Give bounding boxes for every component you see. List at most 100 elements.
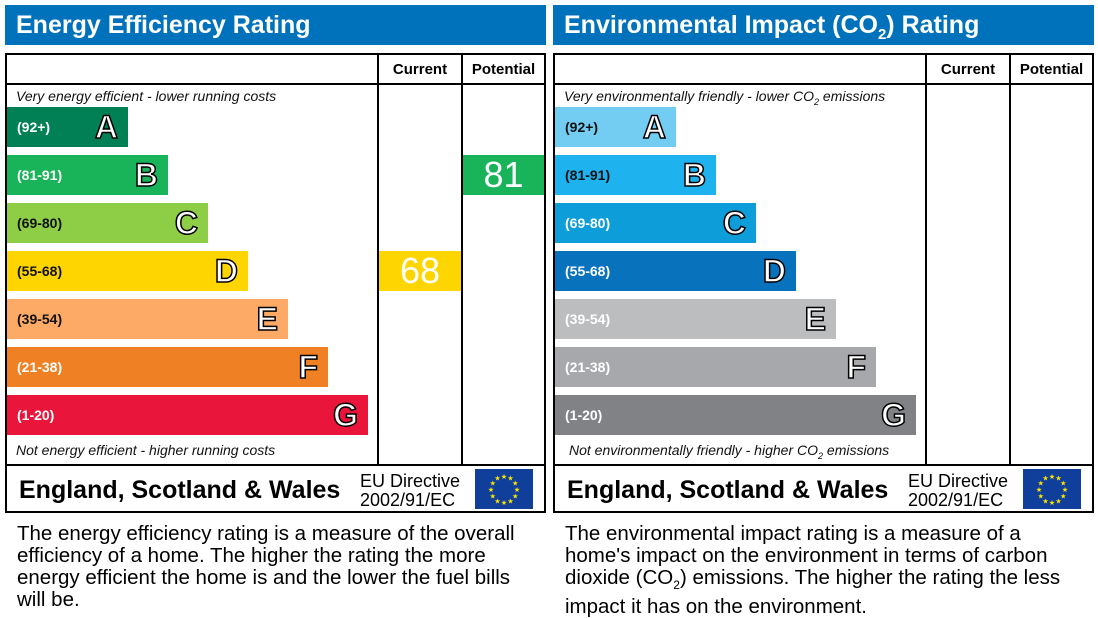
band-bar-f: (21-38) F [7,347,328,387]
svg-text:★: ★ [514,486,520,494]
eu-flag-icon: ★★★★★★★★★ ★ ★★ [1023,469,1081,509]
eu-directive: EU Directive 2002/91/EC [360,472,460,510]
band-letter: C [722,204,747,242]
band-letter: G [332,396,358,434]
column-header-current: Current [392,61,448,78]
band-range: (92+) [17,119,51,135]
svg-text:★: ★ [507,497,513,505]
svg-text:★: ★ [1049,473,1055,481]
band-range: (92+) [565,119,599,135]
rating-table: Current Potential Very environmentally f… [553,53,1094,513]
svg-text:★: ★ [501,499,507,507]
band-range: (39-54) [17,311,63,327]
svg-text:★: ★ [1049,499,1055,507]
band-bar-g: (1-20) G [555,395,916,435]
svg-text:★: ★ [1062,486,1068,494]
region-label: England, Scotland & Wales [19,476,341,504]
band-letter: D [762,252,787,290]
svg-text:★: ★ [494,497,500,505]
svg-text:★: ★ [1038,493,1044,501]
svg-text:★: ★ [1055,497,1061,505]
svg-text:★: ★ [512,493,518,501]
band-range: (55-68) [565,263,611,279]
column-header-potential: Potential [471,61,536,78]
rating-table: Current Potential Very energy efficient … [5,53,546,513]
svg-text:★: ★ [1060,493,1066,501]
directive-line: EU Directive [360,471,461,491]
band-letter: G [880,396,906,434]
band-bar-g: (1-20) G [7,395,368,435]
svg-text:★: ★ [512,480,518,488]
directive-line: EU Directive [908,471,1009,491]
column-divider [925,55,927,466]
svg-text:★: ★ [1042,475,1048,483]
energy-efficiency-panel: Energy Efficiency Rating Current Potenti… [5,0,547,613]
top-note: Very energy efficient - lower running co… [16,88,277,104]
svg-text:★: ★ [490,493,496,501]
chart-title: Environmental Impact (CO2) Rating [553,5,1094,45]
svg-text:★: ★ [1060,480,1066,488]
band-bar-e: (39-54) E [7,299,288,339]
band-letter: D [214,252,239,290]
column-header-current: Current [940,61,996,78]
band-bar-b: (81-91) B [7,155,168,195]
band-bar-a: (92+) A [555,107,676,147]
band-range: (55-68) [17,263,63,279]
bottom-note: Not environmentally friendly - higher CO… [569,442,890,461]
column-divider [377,55,379,466]
band-range: (39-54) [565,311,611,327]
band-letter: F [846,348,867,386]
footer-divider [7,464,544,466]
column-divider [461,55,463,466]
svg-text:★: ★ [1036,486,1042,494]
description: The energy efficiency rating is a measur… [17,522,515,611]
band-bar-a: (92+) A [7,107,128,147]
band-letter: B [134,156,159,194]
band-letter: B [682,156,707,194]
description: The environmental impact rating is a mea… [565,522,1061,618]
band-letter: A [642,108,667,146]
potential-rating-indicator: 81 [463,155,544,195]
band-range: (1-20) [17,407,55,423]
svg-text:★: ★ [1038,480,1044,488]
svg-text:★: ★ [1042,497,1048,505]
band-letter: E [804,300,827,338]
band-range: (69-80) [565,215,611,231]
band-letter: F [298,348,319,386]
column-header-potential: Potential [1019,61,1084,78]
current-rating-indicator: 68 [379,251,461,291]
svg-text:★: ★ [1055,475,1061,483]
band-range: (1-20) [565,407,603,423]
eu-flag-icon: ★★★★★★★★★ ★ ★★ [475,469,533,509]
band-letter: C [174,204,199,242]
region-label: England, Scotland & Wales [567,476,889,504]
svg-text:★: ★ [494,475,500,483]
band-range: (21-38) [17,359,63,375]
header-divider [7,83,544,85]
eu-directive: EU Directive 2002/91/EC [908,472,1008,510]
band-range: (69-80) [17,215,63,231]
band-bar-e: (39-54) E [555,299,836,339]
band-bar-d: (55-68) D [555,251,796,291]
band-letter: A [94,108,119,146]
band-range: (81-91) [565,167,611,183]
band-bar-c: (69-80) C [555,203,756,243]
bottom-note: Not energy efficient - higher running co… [16,442,276,458]
band-bar-c: (69-80) C [7,203,208,243]
footer-divider [555,464,1092,466]
svg-text:★: ★ [488,486,494,494]
directive-number: 2002/91/EC [360,490,456,510]
column-divider [1009,55,1011,466]
band-range: (81-91) [17,167,63,183]
chart-title: Energy Efficiency Rating [5,5,546,45]
directive-number: 2002/91/EC [908,490,1004,510]
svg-text:★: ★ [490,480,496,488]
band-bar-d: (55-68) D [7,251,248,291]
band-bar-b: (81-91) B [555,155,716,195]
environmental-impact-panel: Environmental Impact (CO2) Rating Curren… [553,0,1095,618]
svg-text:★: ★ [507,475,513,483]
band-range: (21-38) [565,359,611,375]
top-note: Very environmentally friendly - lower CO… [564,88,886,107]
band-bar-f: (21-38) F [555,347,876,387]
header-divider [555,83,1092,85]
